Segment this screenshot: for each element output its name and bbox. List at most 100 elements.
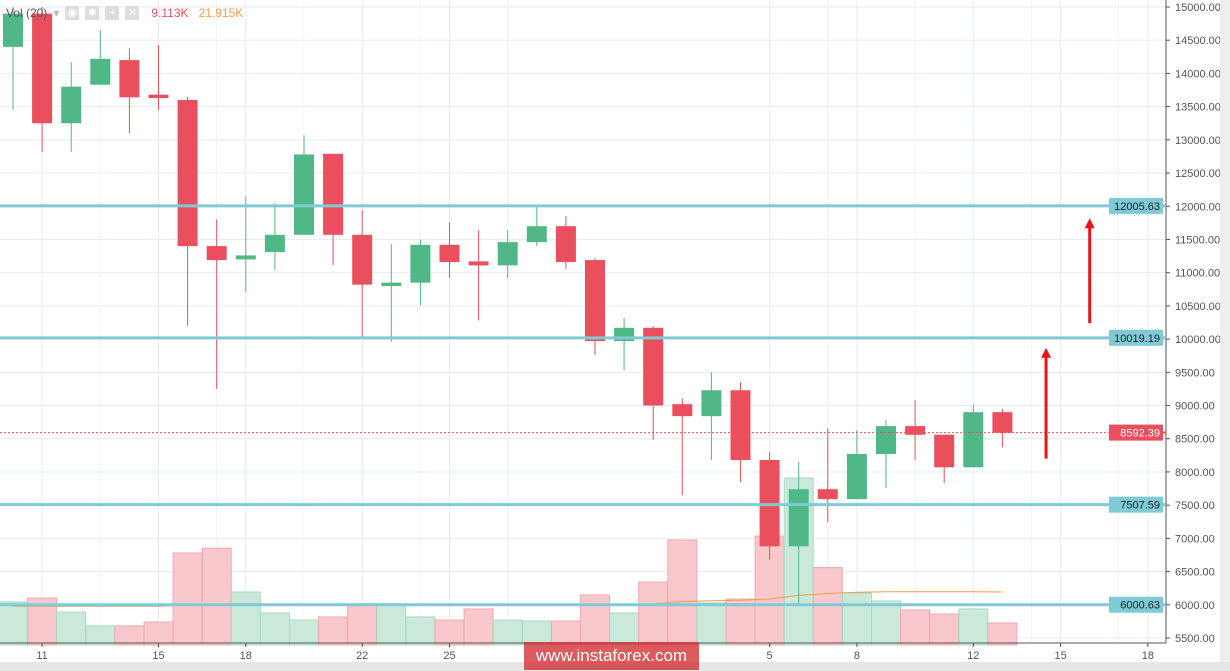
volume-bar: [667, 539, 698, 646]
volume-bar: [376, 603, 407, 646]
arrow-head: [1084, 218, 1095, 229]
gear-icon[interactable]: ✱: [85, 6, 100, 20]
close-icon[interactable]: ✕: [125, 6, 140, 20]
time-tick-label: 5: [767, 650, 773, 662]
eye-icon[interactable]: ◉: [65, 6, 80, 20]
time-tick-label: 22: [356, 650, 368, 662]
candle-body: [963, 412, 984, 468]
volume-bar: [434, 619, 465, 646]
volume-bar: [987, 622, 1018, 646]
candle-body: [90, 58, 111, 85]
level-price-label: 7507.59: [1120, 500, 1160, 512]
time-tick-label: 15: [152, 650, 164, 662]
candle-body: [788, 489, 809, 547]
volume-legend: Vol (20) ▾ ◉ ✱ + ✕ 9.113K 21.915K: [6, 6, 243, 20]
candle-body: [672, 404, 693, 417]
volume-bar: [259, 612, 290, 646]
candle-body: [730, 390, 751, 460]
volume-bar: [609, 612, 640, 646]
price-tick-label: 12500.00: [1175, 168, 1221, 180]
price-tick-label: 14500.00: [1175, 35, 1221, 47]
volume-bar: [492, 619, 523, 646]
candle-body: [876, 426, 896, 455]
volume-bar: [405, 616, 436, 646]
price-tick-label: 13000.00: [1175, 135, 1221, 147]
price-tick-label: 15000.00: [1175, 2, 1221, 14]
volume-bar: [812, 567, 843, 646]
candle-body: [497, 242, 518, 266]
volume-bar: [958, 608, 989, 646]
candle-body: [934, 434, 955, 468]
volume-bar: [580, 594, 610, 646]
volume-bar: [56, 611, 87, 646]
level-price-label-bg: [1109, 596, 1163, 613]
level-price-label-bg: [1109, 496, 1163, 513]
volume-bar: [318, 616, 349, 646]
volume-bar: [201, 547, 232, 646]
candle-body: [439, 244, 460, 263]
current-price-label-bg: [1109, 424, 1163, 441]
price-tick-label: 11500.00: [1175, 234, 1220, 246]
volume-ma-value: 21.915K: [198, 6, 244, 20]
candle-body: [555, 226, 576, 263]
level-price-label: 6000.63: [1120, 600, 1160, 612]
volume-bar: [463, 608, 494, 646]
price-tick-label: 6500.00: [1175, 567, 1215, 579]
volume-bar: [289, 619, 319, 646]
time-tick-label: 11: [36, 650, 47, 662]
price-tick-label: 9000.00: [1175, 401, 1215, 413]
price-tick-label: 7500.00: [1175, 500, 1215, 512]
price-tick-label: 8000.00: [1175, 467, 1215, 479]
candle-body: [526, 226, 547, 243]
time-tick-label: 25: [443, 650, 455, 662]
volume-bar: [871, 600, 901, 646]
price-tick-label: 6000.00: [1175, 600, 1215, 612]
volume-bar: [638, 581, 669, 646]
volume-bar: [85, 625, 116, 646]
volume-bar: [900, 609, 931, 646]
volume-bar: [725, 598, 756, 646]
candle-body: [206, 246, 227, 261]
candle-body: [585, 260, 605, 342]
candle-body: [177, 99, 198, 247]
indicator-label: Vol (20): [6, 6, 48, 20]
level-price-label-bg: [1109, 329, 1163, 346]
candle-body: [643, 327, 664, 406]
candle-body: [264, 234, 285, 253]
candle-body: [410, 244, 431, 283]
candle-body: [905, 426, 926, 435]
time-tick-label: 8: [854, 650, 860, 662]
volume-value: 9.113K: [151, 6, 189, 20]
price-tick-label: 13500.00: [1175, 102, 1221, 114]
volume-bar: [929, 613, 960, 646]
level-price-label-bg: [1109, 197, 1163, 214]
candle-body: [148, 94, 169, 98]
plus-icon[interactable]: +: [105, 6, 120, 20]
price-tick-label: 7000.00: [1175, 533, 1215, 545]
volume-bar: [0, 601, 28, 646]
right-scroll-strip[interactable]: [1220, 0, 1230, 671]
current-price-label: 8592.39: [1120, 428, 1160, 440]
volume-bar: [230, 591, 261, 646]
candle-body: [294, 154, 314, 235]
candle-body: [3, 13, 23, 47]
price-tick-label: 10500.00: [1175, 301, 1221, 313]
candle-body: [323, 153, 344, 235]
time-tick-label: 15: [1054, 650, 1066, 662]
candle-body: [468, 261, 489, 266]
volume-bar: [696, 602, 727, 646]
price-tick-label: 9500.00: [1175, 367, 1215, 379]
arrow-head: [1041, 347, 1052, 358]
level-price-label: 12005.63: [1114, 201, 1160, 213]
price-tick-label: 14000.00: [1175, 68, 1221, 80]
price-tick-label: 8500.00: [1175, 434, 1215, 446]
candle-body: [235, 255, 256, 260]
price-tick-label: 12000.00: [1175, 201, 1221, 213]
volume-bar: [143, 621, 174, 646]
price-axis: [1166, 0, 1220, 671]
volume-bar: [347, 603, 378, 646]
candle-body: [817, 489, 838, 500]
time-tick-label: 18: [240, 650, 252, 662]
dropdown-icon[interactable]: ▾: [53, 6, 60, 20]
